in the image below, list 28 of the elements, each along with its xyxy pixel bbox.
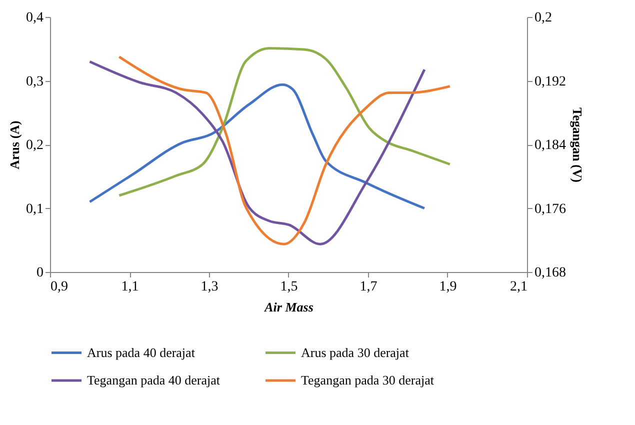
y2-tick-label: 0,176 [534,202,566,217]
x-axis-title: Air Mass [264,300,314,314]
y-axis-title: Arus (A) [7,120,22,170]
line-series [118,56,452,246]
x-tick-label: 1,3 [200,280,218,294]
y-tick-label: 0 [36,266,44,280]
y2-axis-title: Tegangan (V) [570,107,585,183]
y-tick-label: 0,4 [26,10,44,26]
y-tick-label: 0,2 [26,138,44,153]
y-tick-label: 0,1 [26,202,44,217]
line-series [88,60,426,246]
x-tick-label: 1,1 [121,280,139,294]
y2-tick-label: 0,168 [534,266,566,280]
x-tick-label: 1,9 [439,280,457,294]
line-series [88,83,426,210]
y2-tick-label: 0,192 [534,74,566,90]
x-tick-label: 0,9 [50,280,68,294]
legend-label: Tegangan pada 30 derajat [301,372,434,388]
x-tick-label: 1,5 [280,280,298,294]
y2-tick-label: 0,2 [534,10,552,26]
x-tick-label: 2,1 [510,280,528,294]
legend-label: Tegangan pada 40 derajat [87,372,220,388]
line-series [118,46,452,197]
x-tick-label: 1,7 [360,280,378,294]
legend-label: Arus pada 30 derajat [301,344,410,360]
y2-tick-label: 0,184 [534,138,566,153]
legend-label: Arus pada 40 derajat [87,344,196,360]
y-tick-label: 0,3 [26,74,44,90]
